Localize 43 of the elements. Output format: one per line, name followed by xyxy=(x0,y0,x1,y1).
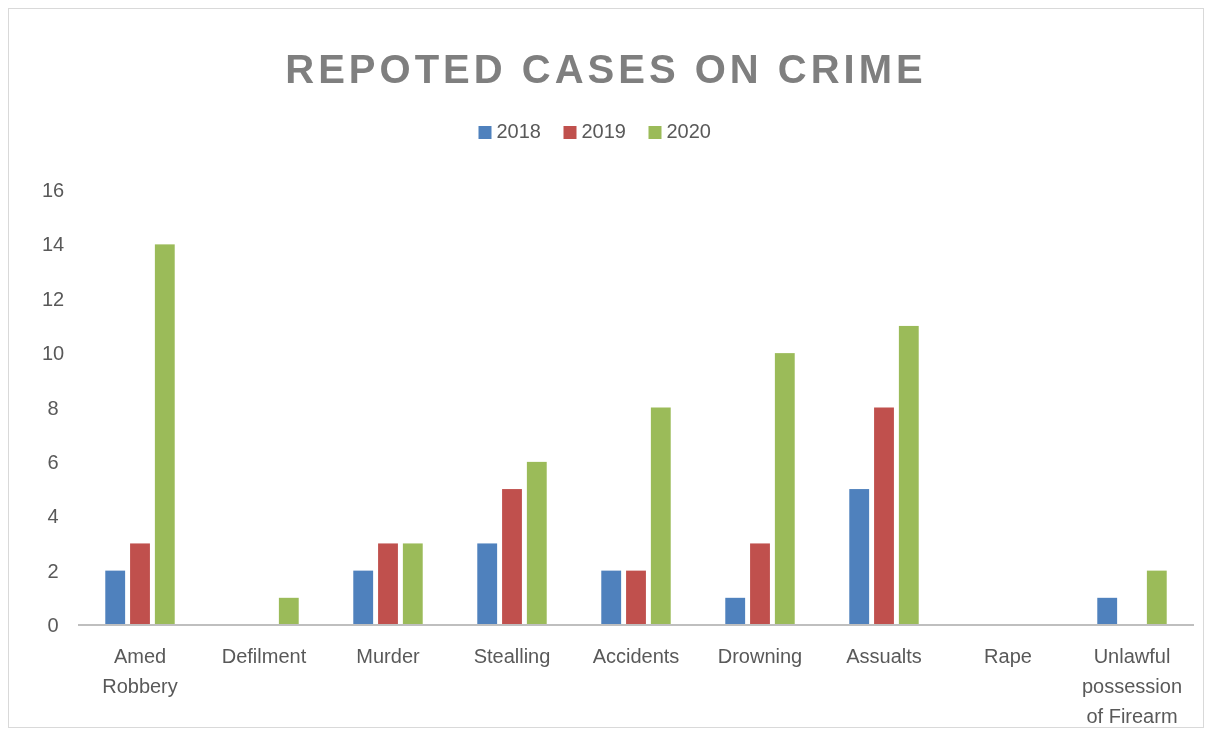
bar xyxy=(130,543,150,625)
y-tick-label: 2 xyxy=(47,559,59,582)
legend-label: 2020 xyxy=(666,120,711,142)
bar xyxy=(725,597,746,625)
bar xyxy=(526,461,547,625)
y-tick-label: 14 xyxy=(41,233,65,256)
bar xyxy=(154,244,175,625)
bar xyxy=(105,570,126,625)
legend-label: 2018 xyxy=(496,120,541,142)
bar xyxy=(750,543,770,625)
bar xyxy=(402,543,423,625)
bar xyxy=(278,597,299,625)
y-tick-label: 8 xyxy=(47,396,59,419)
x-tick-label: Assualts xyxy=(846,645,922,667)
y-tick-label: 6 xyxy=(47,450,59,473)
y-tick-label: 16 xyxy=(41,179,65,201)
bar xyxy=(378,543,398,625)
bar xyxy=(1097,597,1118,625)
chart-title: REPOTED CASES ON CRIME xyxy=(285,47,927,91)
bar xyxy=(626,570,646,625)
x-tick-label: Unlawful possession of Firearm xyxy=(1081,645,1183,727)
bar xyxy=(774,353,795,625)
bar xyxy=(502,489,522,625)
x-tick-label: Amed Robbery xyxy=(102,645,178,697)
x-tick-label: Stealling xyxy=(473,645,551,667)
bar xyxy=(477,543,498,625)
bar xyxy=(601,570,622,625)
x-tick-label: Drowning xyxy=(717,645,803,667)
bar xyxy=(849,489,870,625)
x-tick-label: Rape xyxy=(984,645,1032,667)
y-tick-label: 12 xyxy=(41,287,65,310)
x-tick-label: Defilment xyxy=(221,645,307,667)
bar xyxy=(650,407,671,625)
bar xyxy=(353,570,374,625)
bar xyxy=(898,325,919,625)
y-tick-label: 0 xyxy=(47,614,59,636)
bar xyxy=(1146,570,1167,625)
y-tick-label: 4 xyxy=(47,505,59,528)
y-tick-label: 10 xyxy=(41,342,65,365)
x-tick-label: Accidents xyxy=(592,645,680,667)
legend-label: 2019 xyxy=(581,120,626,142)
bar xyxy=(874,407,894,625)
x-tick-label: Murder xyxy=(356,645,421,667)
